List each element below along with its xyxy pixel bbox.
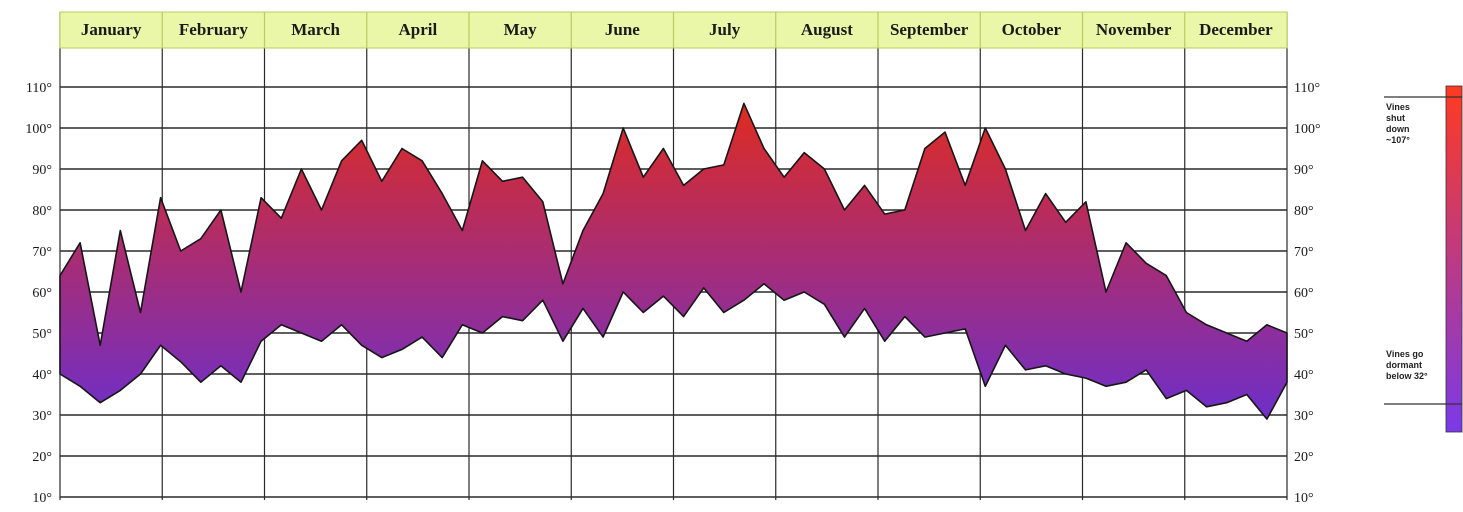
temperature-area (59, 102, 1288, 420)
month-label-september: September (890, 20, 969, 39)
month-label-october: October (1002, 20, 1062, 39)
y-tick-label-right: 50° (1294, 327, 1314, 342)
month-label-july: July (709, 20, 741, 39)
threshold-annotation-text: dormant (1386, 360, 1422, 370)
month-label-may: May (504, 20, 538, 39)
y-tick-label-left: 70° (32, 245, 52, 260)
month-label-november: November (1096, 20, 1172, 39)
y-tick-label-right: 40° (1294, 368, 1314, 383)
y-tick-label-left: 60° (32, 286, 52, 301)
y-tick-label-right: 10° (1294, 491, 1314, 506)
y-tick-label-left: 20° (32, 450, 52, 465)
month-label-february: February (179, 20, 248, 39)
threshold-color-bar (1445, 85, 1463, 433)
y-tick-label-left: 30° (32, 409, 52, 424)
threshold-annotation-text: below 32° (1386, 371, 1428, 381)
y-tick-label-right: 60° (1294, 286, 1314, 301)
month-label-january: January (81, 20, 142, 39)
month-label-december: December (1199, 20, 1273, 39)
threshold-annotation-text: ~107° (1386, 135, 1410, 145)
month-label-march: March (291, 20, 340, 39)
y-tick-label-left: 10° (32, 491, 52, 506)
y-tick-label-left: 50° (32, 327, 52, 342)
threshold-annotation-text: Vines go (1386, 349, 1424, 359)
month-header: January February March April May June July Augu… (59, 11, 1288, 49)
y-tick-label-right: 100° (1294, 122, 1321, 137)
y-tick-label-right: 90° (1294, 163, 1314, 178)
threshold-annotation-text: Vines (1386, 102, 1410, 112)
y-tick-label-right: 20° (1294, 450, 1314, 465)
y-tick-label-right: 110° (1294, 81, 1320, 96)
month-label-august: August (801, 20, 853, 39)
threshold-annotation-text: shut (1386, 113, 1405, 123)
y-tick-label-left: 90° (32, 163, 52, 178)
y-tick-label-left: 80° (32, 204, 52, 219)
y-tick-label-left: 110° (26, 81, 52, 96)
y-tick-label-left: 100° (25, 122, 52, 137)
month-label-june: June (605, 20, 640, 39)
temperature-range-area (59, 102, 1288, 420)
y-tick-label-right: 80° (1294, 204, 1314, 219)
threshold-annotation-text: down (1386, 124, 1410, 134)
y-tick-label-left: 40° (32, 368, 52, 383)
y-axis-ticks: 10° 10° 20° 20° 30° 30° 40° 40° 50° 50° 60° 60° 70° 7… (25, 81, 1320, 506)
y-tick-label-right: 70° (1294, 245, 1314, 260)
month-label-april: April (399, 20, 438, 39)
y-tick-label-right: 30° (1294, 409, 1314, 424)
